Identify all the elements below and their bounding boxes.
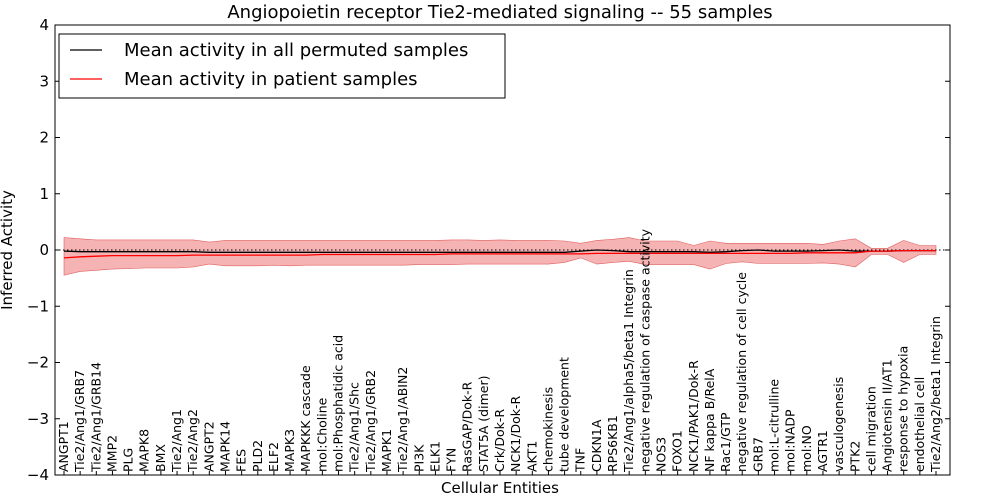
x-tick-label: tube development: [557, 357, 572, 472]
y-tick-label: 1: [39, 185, 49, 203]
x-tick-label: NCK1/PAK1/Dok-R: [686, 360, 701, 472]
x-tick-label: Tie2/Ang1/Shc: [347, 382, 362, 473]
x-tick-label: ELF2: [266, 442, 281, 472]
chart-title: Angiopoietin receptor Tie2-mediated sign…: [227, 2, 772, 23]
x-tick-label: Tie2/Ang1/GRB14: [88, 362, 103, 473]
x-tick-label: PTK2: [847, 441, 862, 472]
x-tick-label: FYN: [444, 448, 459, 472]
x-tick-label: Tie2/Ang2: [185, 409, 200, 473]
x-tick-label: chemokinesis: [540, 387, 555, 472]
x-tick-label: negative regulation of caspase activity: [637, 228, 652, 472]
x-tick-label: NCK1/Dok-R: [508, 396, 523, 472]
x-tick-label: ELK1: [427, 441, 442, 472]
permuted-mean-line: [63, 249, 936, 253]
legend-label-patient: Mean activity in patient samples: [124, 69, 418, 90]
x-tick-label: MAPK3: [282, 429, 297, 472]
x-tick-label: PI3K: [411, 444, 426, 472]
y-tick-labels: −4 −3 −2 −1 0 1 2 3 4: [27, 16, 950, 484]
x-tick-label: response to hypoxia: [896, 346, 911, 472]
x-tick-label: Tie2/Ang1/alpha5/beta1 Integrin: [621, 269, 636, 473]
x-tick-label: mol:Phosphatidic acid: [331, 335, 346, 472]
x-tick-label: MMP2: [104, 435, 119, 472]
x-tick-label: FES: [234, 449, 249, 472]
x-tick-label: BMX: [153, 444, 168, 472]
x-tick-label: endothelial cell: [912, 377, 927, 472]
x-tick-label: RPS6KB1: [605, 415, 620, 472]
x-tick-label: vasculogenesis: [831, 377, 846, 472]
patient-mean-line: [63, 249, 936, 259]
legend-label-permuted: Mean activity in all permuted samples: [124, 40, 468, 61]
x-tick-label: Tie2/Ang1/GRB7: [72, 370, 87, 473]
x-tick-label: Rac1/GTP: [718, 412, 733, 472]
x-tick-label: PLG: [121, 448, 136, 472]
x-tick-label: Crk/Dok-R: [492, 409, 507, 472]
legend: Mean activity in all permuted samples Me…: [58, 33, 506, 99]
x-tick-label: NF kappa B/RelA: [702, 368, 717, 472]
y-tick-label: −4: [27, 466, 49, 484]
confidence-bands: [63, 237, 937, 276]
y-tick-label: 3: [39, 72, 49, 90]
y-tick-label: 0: [39, 241, 49, 259]
x-tick-label: ANGPT1: [56, 421, 71, 472]
x-tick-label: Tie2/Ang1: [169, 409, 184, 473]
plot-area-frame: [54, 24, 951, 476]
x-tick-label: TNF: [573, 448, 588, 473]
x-axis-label: Cellular Entities: [441, 479, 559, 497]
y-tick-label: −3: [27, 410, 49, 428]
x-tick-label: AGTR1: [815, 430, 830, 472]
x-tick-label: MAPK14: [218, 421, 233, 472]
x-tick-label: mol:L-citrulline: [767, 379, 782, 472]
x-tick-label: GRB7: [750, 437, 765, 472]
x-tick-labels: ANGPT1 Tie2/Ang1/GRB7 Tie2/Ang1/GRB14 MMP2 P…: [56, 228, 943, 475]
patient-activity-band: [63, 237, 937, 276]
y-tick-label: −2: [27, 354, 49, 372]
x-tick-label: STAT5A (dimer): [476, 376, 491, 472]
x-tick-label: ANGPT2: [201, 421, 216, 472]
x-tick-label: PLD2: [250, 440, 265, 472]
x-tick-label: negative regulation of cell cycle: [734, 272, 749, 472]
x-tick-label: MAPK8: [137, 429, 152, 472]
x-tick-label: MAPKKK cascade: [298, 365, 313, 472]
series-lines: [63, 249, 936, 259]
x-tick-label: mol:Choline: [314, 397, 329, 472]
legend-box: [58, 33, 506, 99]
x-tick-label: Tie2/Ang2/beta1 Integrin: [928, 316, 943, 473]
y-tick-label: 2: [39, 129, 49, 147]
x-tick-label: mol:NO: [799, 425, 814, 472]
x-tick-label: AKT1: [524, 441, 539, 472]
y-axis-label: Inferred Activity: [0, 190, 16, 310]
x-tick-label: RasGAP/Dok-R: [460, 381, 475, 472]
y-tick-label: −1: [27, 297, 49, 315]
x-tick-label: FOXO1: [670, 430, 685, 472]
x-tick-label: CDKN1A: [589, 419, 604, 472]
x-tick-label: Tie2/Ang1/ABIN2: [395, 367, 410, 473]
y-tick-label: 4: [39, 16, 49, 34]
x-tick-label: cell migration: [863, 386, 878, 472]
x-tick-label: Angiotensin II/AT1: [880, 359, 895, 472]
x-tick-label: MAPK1: [379, 429, 394, 472]
x-tick-label: Tie2/Ang1/GRB2: [363, 370, 378, 473]
x-tick-label: NOS3: [654, 437, 669, 472]
x-tick-label: mol:NADP: [783, 409, 798, 472]
